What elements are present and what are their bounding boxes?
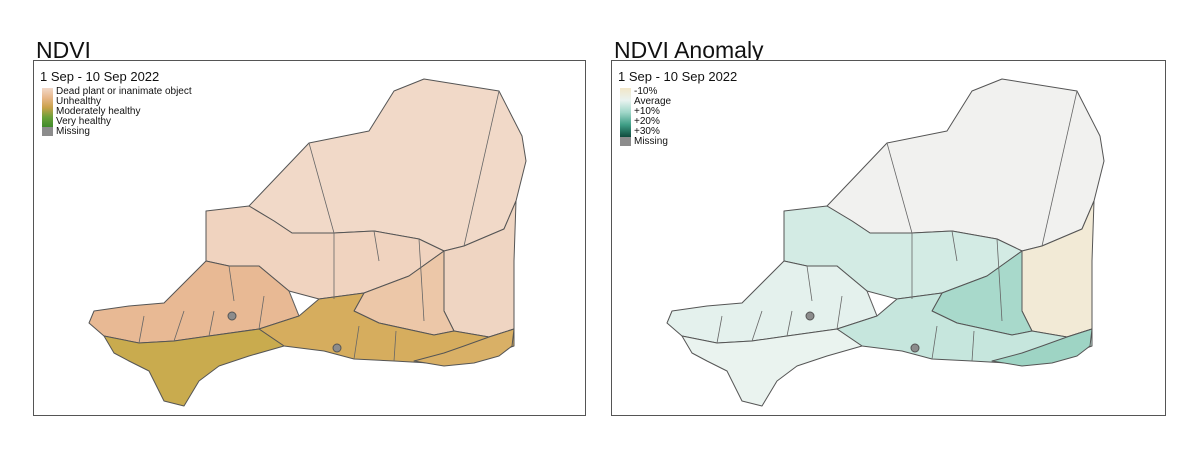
ndvi-legend: 1 Sep - 10 Sep 2022 Dead plant or inanim… [40, 69, 192, 137]
missing-region [332, 343, 342, 353]
region-far-southwest [681, 328, 863, 407]
ndvi-anomaly-legend-gradient [620, 88, 631, 137]
district-border [418, 238, 425, 322]
district-border [971, 330, 975, 362]
region-far-southwest [103, 328, 285, 407]
district-border [1041, 90, 1078, 247]
ndvi-anomaly-missing-swatch [620, 137, 631, 146]
district-border [751, 310, 763, 342]
ndvi-legend-item: Very healthy [56, 116, 112, 127]
ndvi-anomaly-legend-item: +20% [634, 116, 660, 127]
region-north [826, 78, 1105, 252]
district-border [308, 142, 335, 234]
missing-region [805, 311, 815, 321]
ndvi-legend-item: Dead plant or inanimate object [56, 86, 192, 97]
ndvi-anomaly-legend-item: Average [634, 96, 672, 107]
ndvi-anomaly-map [666, 78, 1105, 407]
district-border [373, 230, 380, 262]
district-border [208, 310, 215, 337]
district-border [951, 230, 958, 262]
ndvi-anomaly-legend-item: -10% [634, 86, 658, 97]
district-border [463, 90, 500, 247]
ndvi-anomaly-legend-item: +10% [634, 106, 660, 117]
ndvi-legend-gradient [42, 88, 53, 127]
missing-region [910, 343, 920, 353]
district-border [806, 265, 813, 302]
ndvi-anomaly-legend: 1 Sep - 10 Sep 2022 -10% Average +10% +2… [618, 69, 737, 147]
district-border [866, 290, 878, 317]
district-border [931, 325, 938, 360]
district-border [716, 315, 723, 344]
region-southeast [413, 328, 515, 367]
ndvi-anomaly-title: NDVI Anomaly [614, 37, 764, 63]
district-border [786, 310, 793, 337]
district-border [353, 325, 360, 360]
district-border [258, 295, 265, 330]
ndvi-missing-label: Missing [56, 126, 90, 137]
region-southeast [991, 328, 1093, 367]
district-border [393, 330, 397, 362]
ndvi-anomaly-map-frame: 1 Sep - 10 Sep 2022 -10% Average +10% +2… [611, 60, 1166, 416]
district-border [228, 265, 235, 302]
district-border [836, 295, 843, 330]
district-border [886, 142, 913, 234]
district-border [288, 290, 300, 317]
ndvi-map [88, 78, 527, 407]
ndvi-map-frame: 1 Sep - 10 Sep 2022 Dead plant or inanim… [33, 60, 586, 416]
missing-region [227, 311, 237, 321]
ndvi-legend-item: Moderately healthy [56, 106, 141, 117]
region-north [248, 78, 527, 252]
district-border [996, 238, 1003, 322]
ndvi-legend-date: 1 Sep - 10 Sep 2022 [40, 69, 160, 84]
ndvi-anomaly-missing-label: Missing [634, 136, 668, 147]
ndvi-legend-item: Unhealthy [56, 96, 102, 107]
district-border [138, 315, 145, 344]
ndvi-anomaly-legend-item: +30% [634, 126, 660, 137]
district-border [173, 310, 185, 342]
ndvi-title: NDVI [36, 37, 91, 63]
ndvi-missing-swatch [42, 127, 53, 136]
ndvi-anomaly-legend-date: 1 Sep - 10 Sep 2022 [618, 69, 738, 84]
